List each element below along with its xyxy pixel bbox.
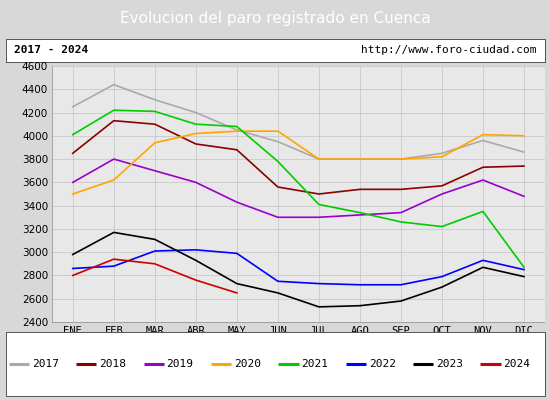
Text: 2018: 2018 (99, 359, 126, 369)
Text: 2024: 2024 (503, 359, 530, 369)
Text: 2019: 2019 (167, 359, 194, 369)
Text: http://www.foro-ciudad.com: http://www.foro-ciudad.com (361, 45, 536, 55)
Text: 2022: 2022 (368, 359, 395, 369)
Text: 2021: 2021 (301, 359, 328, 369)
Text: 2017: 2017 (32, 359, 59, 369)
Text: Evolucion del paro registrado en Cuenca: Evolucion del paro registrado en Cuenca (120, 12, 430, 26)
Text: 2017 - 2024: 2017 - 2024 (14, 45, 88, 55)
Text: 2020: 2020 (234, 359, 261, 369)
Text: 2023: 2023 (436, 359, 463, 369)
